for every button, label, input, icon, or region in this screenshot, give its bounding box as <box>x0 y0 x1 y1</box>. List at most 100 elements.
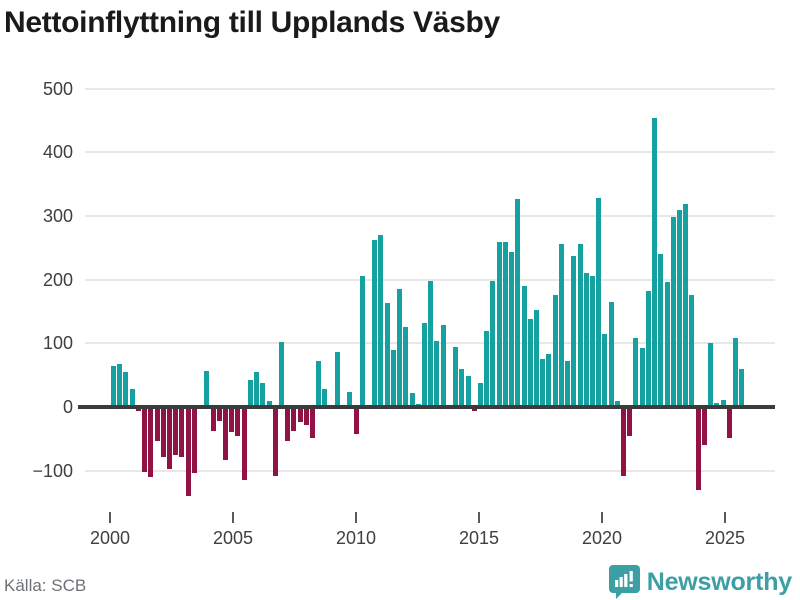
bar <box>297 407 303 423</box>
y-tick-label: 500 <box>42 78 73 99</box>
bar <box>502 241 508 407</box>
bar <box>614 400 620 407</box>
bar <box>739 368 745 407</box>
source-caption: Källa: SCB <box>4 576 87 595</box>
bar <box>695 407 701 490</box>
bar <box>577 244 583 407</box>
bar <box>465 375 471 407</box>
bar <box>509 251 515 407</box>
bar <box>453 347 459 407</box>
bar <box>589 275 595 407</box>
bar <box>260 382 266 407</box>
bar <box>552 294 558 407</box>
bar <box>235 407 241 436</box>
bar <box>390 350 396 407</box>
bar <box>278 342 284 407</box>
bar <box>322 388 328 407</box>
x-tick-mark <box>109 512 111 523</box>
bar <box>372 240 378 407</box>
bar-chart-bubble-icon <box>608 565 640 599</box>
bar <box>397 288 403 407</box>
bar <box>142 407 148 472</box>
x-tick-mark <box>601 512 603 523</box>
bar <box>633 338 639 407</box>
bar <box>216 407 222 421</box>
gridline <box>85 469 775 472</box>
bar <box>303 407 309 426</box>
bar <box>185 407 191 497</box>
bar <box>652 118 658 407</box>
bar <box>733 338 738 407</box>
bar <box>434 341 440 407</box>
bar <box>229 407 235 433</box>
bar <box>701 407 707 446</box>
bar <box>210 407 216 432</box>
bar <box>316 360 322 407</box>
x-tick-label: 2005 <box>212 528 254 548</box>
y-tick-label: 400 <box>42 142 73 163</box>
bar <box>658 254 664 407</box>
bar <box>726 407 732 439</box>
bar <box>496 241 502 407</box>
bar <box>459 369 465 407</box>
bar <box>310 407 316 438</box>
bar <box>683 203 689 407</box>
y-tick-label: −100 <box>32 460 73 481</box>
bar <box>422 322 427 407</box>
bar <box>521 286 527 407</box>
bar <box>428 280 434 407</box>
bar <box>347 391 353 407</box>
y-tick-label: 100 <box>42 333 73 354</box>
bar <box>160 407 166 457</box>
bar <box>409 392 415 407</box>
bar <box>129 388 135 407</box>
bar <box>664 281 670 407</box>
bar <box>621 407 627 476</box>
bar <box>490 280 496 407</box>
x-tick-mark <box>355 512 357 523</box>
bar <box>689 294 695 407</box>
bar <box>204 371 210 407</box>
bar <box>540 359 546 407</box>
x-tick-label: 2010 <box>335 528 377 548</box>
x-tick-label: 2020 <box>581 528 623 548</box>
bar <box>254 371 260 407</box>
bar <box>670 217 676 407</box>
x-tick-mark <box>724 512 726 523</box>
bar <box>378 234 384 407</box>
bar <box>272 407 278 476</box>
bar <box>359 275 365 407</box>
bar <box>583 273 589 407</box>
bar <box>477 383 483 407</box>
bar <box>484 331 490 407</box>
bar <box>596 197 602 407</box>
gridline <box>85 151 775 154</box>
bar <box>123 371 129 407</box>
bar <box>334 351 340 407</box>
chart-title: Nettoinflyttning till Upplands Väsby <box>4 6 500 39</box>
x-tick-mark <box>478 512 480 523</box>
gridline <box>85 87 775 90</box>
bar <box>154 407 160 442</box>
bar <box>639 348 645 407</box>
y-tick-label: 0 <box>62 397 73 417</box>
bar <box>533 310 539 407</box>
bar <box>247 380 253 407</box>
brand-footer: Newsworthy <box>608 565 792 599</box>
bar <box>602 334 608 407</box>
bar <box>565 360 571 407</box>
bar <box>677 209 683 407</box>
brand-name: Newsworthy <box>646 567 792 596</box>
zero-axis-line <box>78 405 775 409</box>
bar <box>708 343 714 407</box>
bar <box>645 290 651 407</box>
bar <box>546 354 552 407</box>
bar <box>527 319 533 407</box>
bar <box>384 303 390 407</box>
bar <box>179 407 185 457</box>
bar <box>148 407 154 477</box>
bar <box>440 324 446 407</box>
bar <box>111 365 116 407</box>
